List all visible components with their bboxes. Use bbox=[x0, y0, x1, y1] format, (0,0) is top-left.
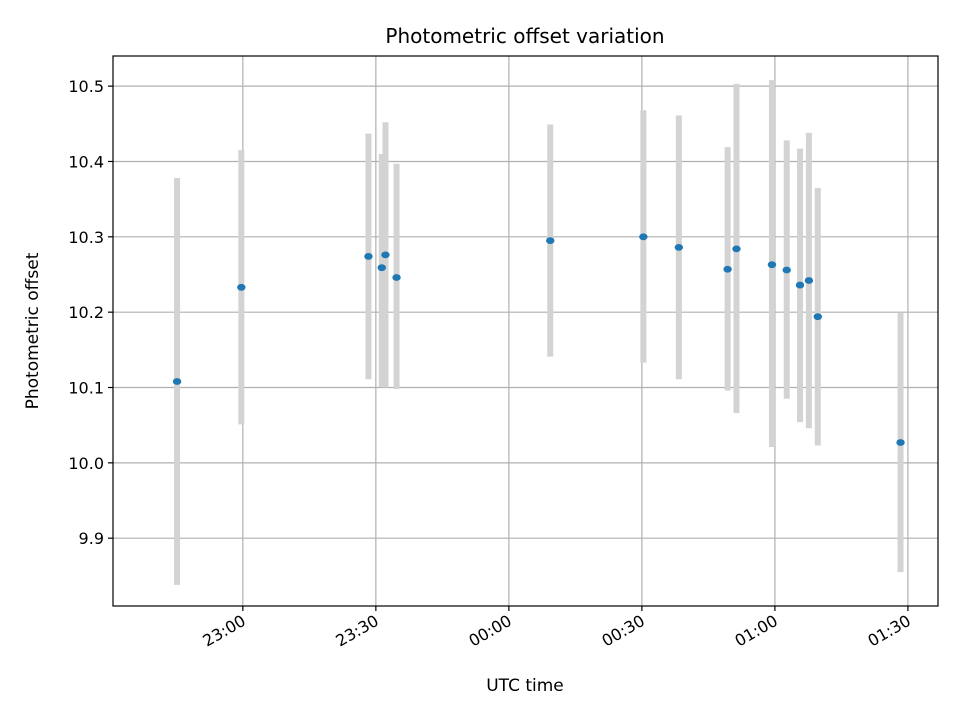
data-point bbox=[237, 283, 246, 291]
data-point bbox=[674, 243, 684, 251]
data-points bbox=[172, 233, 905, 446]
x-axis-label: UTC time bbox=[486, 676, 564, 696]
data-point bbox=[172, 378, 182, 385]
data-point bbox=[546, 237, 555, 244]
y-tick-label: 9.9 bbox=[79, 529, 104, 548]
data-point bbox=[896, 439, 905, 446]
data-point bbox=[381, 251, 390, 259]
data-point bbox=[782, 266, 791, 274]
y-tick-label: 10.1 bbox=[68, 379, 104, 398]
y-tick-label: 10.5 bbox=[68, 77, 104, 96]
data-point bbox=[813, 313, 822, 321]
data-point bbox=[795, 281, 805, 289]
data-point bbox=[723, 265, 732, 273]
data-point bbox=[732, 245, 741, 253]
data-point bbox=[392, 274, 401, 281]
data-point bbox=[804, 277, 814, 284]
axes-frame bbox=[112, 55, 939, 607]
data-point bbox=[364, 253, 373, 260]
data-point bbox=[767, 261, 777, 269]
y-axis-label: Photometric offset bbox=[23, 252, 43, 409]
data-point bbox=[377, 264, 386, 272]
data-point bbox=[639, 233, 648, 241]
chart-title: Photometric offset variation bbox=[385, 24, 664, 48]
y-tick-label: 10.4 bbox=[68, 152, 104, 171]
y-tick-label: 10.3 bbox=[68, 228, 104, 247]
y-tick-label: 10.2 bbox=[68, 303, 104, 322]
y-axis-ticks: 9.9 10.0 10.1 10.2 10.3 10.4 10.5 bbox=[68, 77, 113, 548]
y-tick-label: 10.0 bbox=[68, 454, 104, 473]
